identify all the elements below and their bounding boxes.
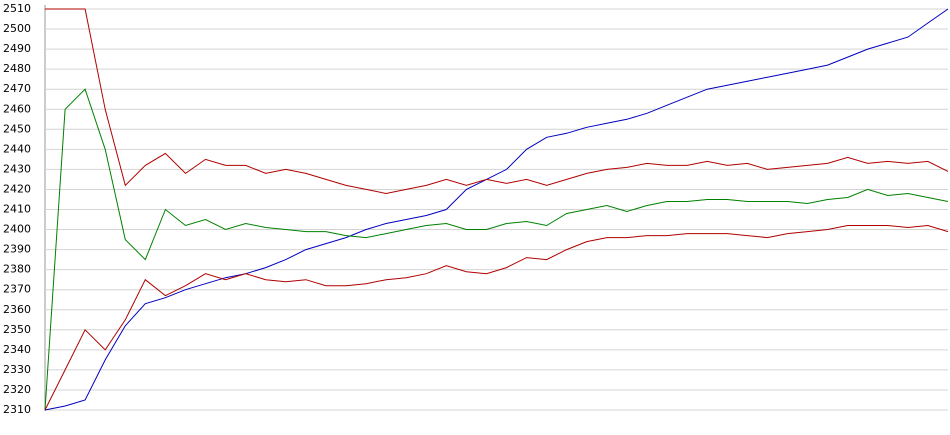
y-tick-label: 2460 — [3, 102, 31, 115]
y-tick-label: 2390 — [3, 243, 31, 256]
y-tick-label: 2350 — [3, 323, 31, 336]
series-line — [44, 224, 949, 411]
y-tick-label: 2500 — [3, 22, 31, 35]
y-tick-label: 2440 — [3, 142, 31, 155]
y-tick-label: 2470 — [3, 82, 31, 95]
y-tick-label: 2430 — [3, 162, 31, 175]
y-tick-label: 2340 — [3, 343, 31, 356]
y-tick-label: 2330 — [3, 363, 31, 376]
y-tick-label: 2420 — [3, 182, 31, 195]
series-line — [44, 8, 949, 411]
y-tick-label: 2320 — [3, 383, 31, 396]
y-tick-label: 2490 — [3, 42, 31, 55]
y-tick-label: 2380 — [3, 263, 31, 276]
y-tick-label: 2480 — [3, 62, 31, 75]
y-tick-label: 2310 — [3, 403, 31, 416]
series-line — [45, 8, 949, 195]
y-tick-label: 2370 — [3, 283, 31, 296]
y-tick-label: 2360 — [3, 303, 31, 316]
series-line — [44, 88, 949, 411]
y-tick-label: 2410 — [3, 203, 31, 216]
y-tick-label: 2400 — [3, 223, 31, 236]
y-tick-label: 2510 — [3, 2, 31, 15]
y-tick-label: 2450 — [3, 122, 31, 135]
